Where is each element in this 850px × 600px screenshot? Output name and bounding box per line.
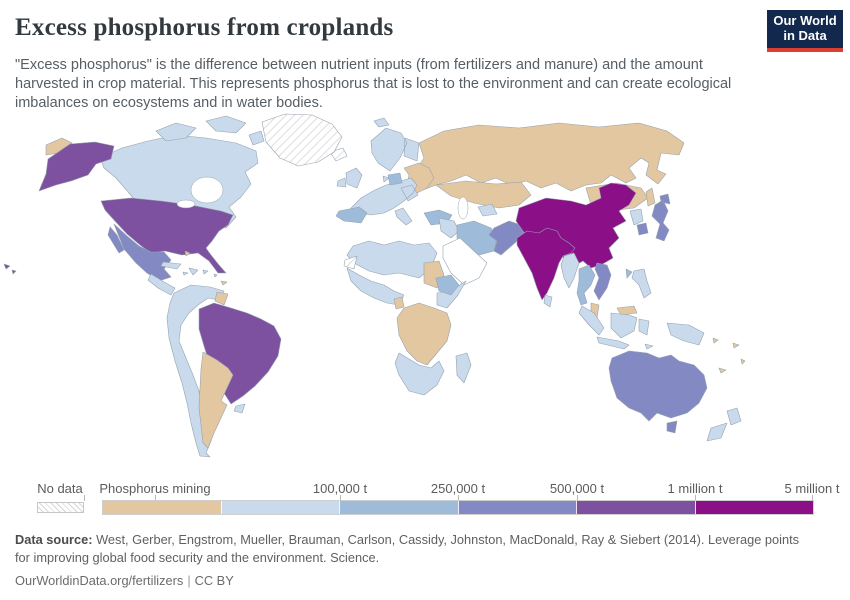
- region-indonesia[interactable]: [578, 305, 654, 350]
- region-usa[interactable]: [100, 197, 234, 274]
- legend-tick-500k: 500,000 t: [549, 481, 605, 496]
- region-vietnam[interactable]: [593, 262, 612, 301]
- legend-swatch-100k-250k[interactable]: [339, 501, 458, 514]
- chart-footer: Data source: West, Gerber, Engstrom, Mue…: [15, 531, 815, 590]
- region-canadian-arctic-islands[interactable]: [155, 115, 265, 146]
- region-north-korea[interactable]: [629, 208, 644, 226]
- region-argentina-bolivia[interactable]: [198, 351, 234, 449]
- region-japan[interactable]: [651, 193, 671, 242]
- region-spain[interactable]: [335, 206, 368, 224]
- world-choropleth-map: [0, 112, 850, 475]
- region-levant-iraq[interactable]: [438, 217, 460, 239]
- legend-swatch-mining[interactable]: [103, 501, 221, 514]
- owid-logo-line1: Our World: [773, 13, 837, 29]
- region-central-africa[interactable]: [396, 302, 452, 366]
- license-label: CC BY: [194, 573, 234, 589]
- region-russia[interactable]: [413, 122, 685, 192]
- page-title: Excess phosphorus from croplands: [15, 14, 394, 41]
- region-madagascar[interactable]: [455, 352, 472, 384]
- legend-swatch-250k-500k[interactable]: [457, 501, 576, 514]
- legend-tick-mark: [84, 495, 85, 501]
- region-thailand[interactable]: [576, 264, 596, 306]
- owid-logo-line2: in Data: [783, 28, 827, 43]
- legend-tick-mark: [812, 495, 813, 501]
- datasource-label: Data source:: [15, 532, 93, 547]
- region-pacific-islands[interactable]: [712, 337, 746, 374]
- region-myanmar[interactable]: [560, 252, 580, 289]
- region-sakhalin[interactable]: [645, 187, 656, 207]
- legend-tick-mark: [340, 495, 341, 501]
- region-philippines[interactable]: [631, 268, 652, 299]
- region-taiwan[interactable]: [625, 268, 633, 279]
- world-map-svg: [3, 113, 746, 458]
- legend-swatch-500k-1m[interactable]: [576, 501, 695, 514]
- region-india[interactable]: [516, 227, 576, 301]
- legend-tick-mark: [695, 495, 696, 501]
- legend-tick-250k: 250,000 t: [430, 481, 486, 496]
- region-svalbard[interactable]: [373, 117, 390, 128]
- owid-logo-text: Our World in Data: [767, 10, 843, 48]
- footer-separator: |: [187, 573, 191, 589]
- region-new-guinea[interactable]: [666, 322, 705, 346]
- region-caribbean[interactable]: [160, 261, 209, 276]
- region-australia[interactable]: [608, 350, 708, 434]
- region-mexico[interactable]: [107, 223, 172, 282]
- region-alaska[interactable]: [38, 141, 115, 192]
- legend-swatch-lt-100k[interactable]: [220, 501, 339, 514]
- datasource-text: West, Gerber, Engstrom, Mueller, Brauman…: [15, 532, 800, 565]
- region-hawaii[interactable]: [3, 263, 17, 275]
- region-western-sahara[interactable]: [343, 255, 358, 270]
- region-central-asia[interactable]: [435, 180, 532, 209]
- caspian-sea: [457, 196, 469, 220]
- great-lakes: [176, 199, 196, 209]
- legend-tick-1m: 1 million t: [667, 481, 723, 496]
- region-bahamas-trinidad[interactable]: [184, 250, 228, 286]
- hudson-bay: [190, 176, 224, 204]
- legend-tick-5m: 5 million t: [784, 481, 840, 496]
- region-uruguay[interactable]: [233, 403, 246, 414]
- region-greenland[interactable]: [261, 113, 343, 167]
- legend-tick-mark: [155, 495, 156, 501]
- region-central-america[interactable]: [147, 273, 176, 296]
- legend-tick-mark: [577, 495, 578, 501]
- legend-color-scale: [102, 500, 814, 515]
- legend-no-data-label: No data: [37, 481, 83, 496]
- region-western-europe[interactable]: [336, 127, 420, 226]
- region-pakistan-afghanistan[interactable]: [488, 220, 525, 256]
- region-south-korea[interactable]: [636, 222, 649, 236]
- datasource-line: Data source: West, Gerber, Engstrom, Mue…: [15, 531, 815, 566]
- owid-url-link[interactable]: OurWorldinData.org/fertilizers: [15, 573, 184, 589]
- region-guyana[interactable]: [214, 291, 229, 306]
- map-legend: No data Phosphorus mining 100,000 t 250,…: [0, 479, 850, 519]
- legend-tick-100k: 100,000 t: [312, 481, 368, 496]
- region-sri-lanka[interactable]: [543, 294, 553, 308]
- region-new-zealand[interactable]: [706, 407, 742, 442]
- region-ghana[interactable]: [393, 296, 405, 310]
- legend-mining-label: Phosphorus mining: [99, 481, 211, 496]
- region-saudi-arabia[interactable]: [442, 237, 488, 286]
- chart-subtitle: "Excess phosphorus" is the difference be…: [15, 57, 732, 112]
- region-uzbekistan[interactable]: [477, 203, 498, 217]
- footer-links: OurWorldinData.org/fertilizers | CC BY: [15, 572, 815, 590]
- legend-tick-mark: [458, 495, 459, 501]
- owid-logo[interactable]: Our World in Data: [767, 10, 843, 52]
- region-poland[interactable]: [387, 172, 403, 186]
- region-ethiopia[interactable]: [435, 274, 460, 296]
- owid-logo-accent: [767, 48, 843, 52]
- legend-no-data-swatch[interactable]: [37, 502, 84, 513]
- legend-swatch-1m-5m[interactable]: [694, 501, 813, 514]
